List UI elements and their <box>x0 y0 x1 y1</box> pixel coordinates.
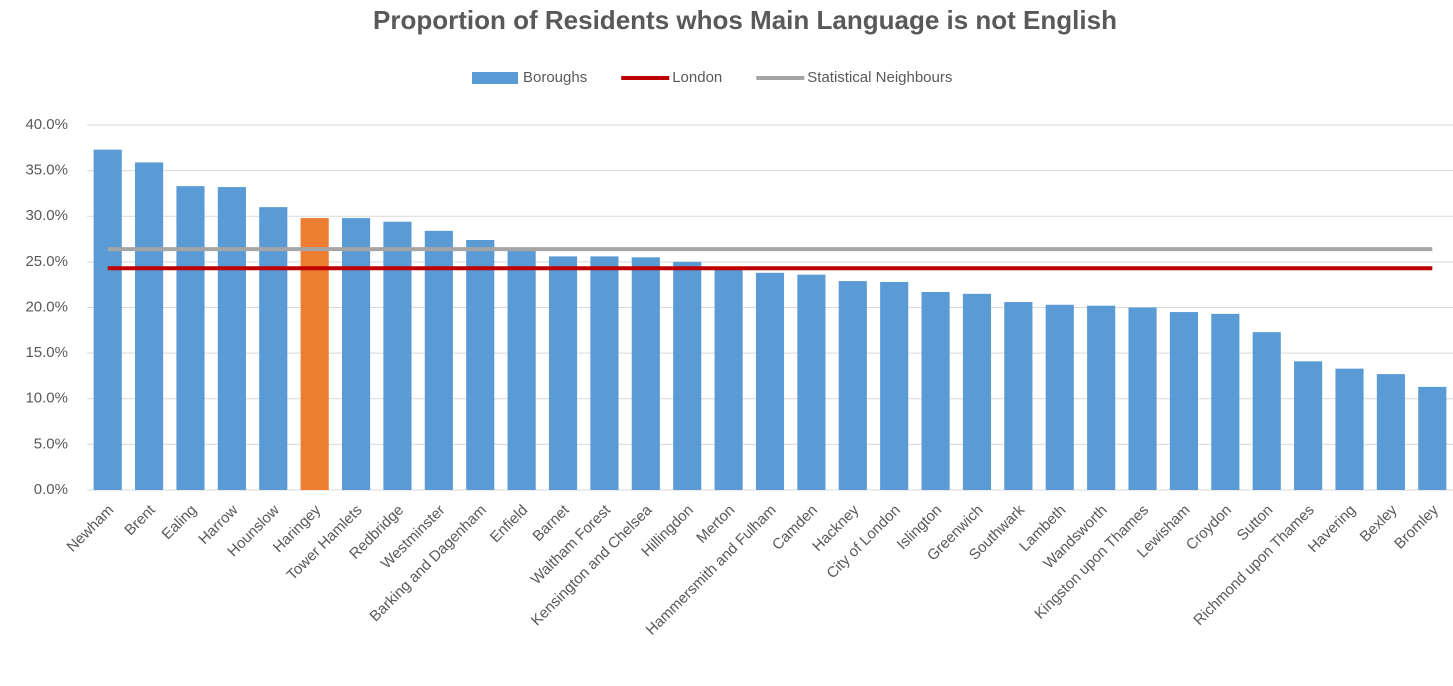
bar <box>1376 374 1405 490</box>
bar <box>880 281 909 490</box>
bar <box>1335 368 1364 490</box>
chart-title: Proportion of Residents whos Main Langua… <box>373 5 1117 35</box>
bar <box>797 274 826 490</box>
bar <box>176 186 205 490</box>
bar <box>466 239 495 490</box>
x-tick-label: Croydon <box>1183 502 1235 554</box>
x-tick-label: Brent <box>121 501 159 539</box>
bar <box>590 256 619 490</box>
y-tick-label: 10.0% <box>25 390 68 407</box>
x-tick-label: Ealing <box>159 502 201 544</box>
legend-swatch <box>472 72 518 84</box>
bar <box>383 221 412 490</box>
bar <box>1294 361 1323 490</box>
bar <box>424 230 453 490</box>
bar <box>217 187 246 491</box>
y-tick-label: 40.0% <box>25 116 68 133</box>
bar <box>1004 302 1033 490</box>
y-tick-label: 25.0% <box>25 253 68 270</box>
bar <box>921 291 950 490</box>
bar <box>300 218 329 490</box>
legend-label: London <box>672 69 722 86</box>
bar <box>838 281 867 490</box>
bar <box>1252 332 1281 490</box>
legend-label: Statistical Neighbours <box>807 69 952 86</box>
bar <box>93 149 122 490</box>
x-tick-label: Bromley <box>1391 501 1442 552</box>
x-tick-label: City of London <box>823 502 903 582</box>
bar <box>962 293 992 490</box>
bar <box>714 267 743 490</box>
y-tick-label: 0.0% <box>34 481 68 498</box>
bar <box>631 257 660 490</box>
bar <box>1418 386 1447 490</box>
y-tick-label: 15.0% <box>25 344 68 361</box>
x-tick-label: Newham <box>63 502 117 556</box>
bar <box>1211 313 1240 490</box>
bar <box>1087 305 1116 490</box>
x-tick-label: Enfield <box>487 502 531 546</box>
bar <box>507 250 536 490</box>
y-tick-label: 20.0% <box>25 298 68 315</box>
bar <box>1045 304 1074 490</box>
bar <box>259 207 288 490</box>
y-tick-label: 5.0% <box>34 435 68 452</box>
bar <box>1128 307 1157 490</box>
bar <box>673 261 702 490</box>
bar <box>548 256 578 490</box>
bar <box>135 162 164 490</box>
bar <box>755 272 785 490</box>
bar <box>341 218 371 490</box>
legend-label: Boroughs <box>523 69 587 86</box>
y-tick-label: 30.0% <box>25 207 68 224</box>
y-tick-label: 35.0% <box>25 162 68 179</box>
bar <box>1169 312 1199 490</box>
